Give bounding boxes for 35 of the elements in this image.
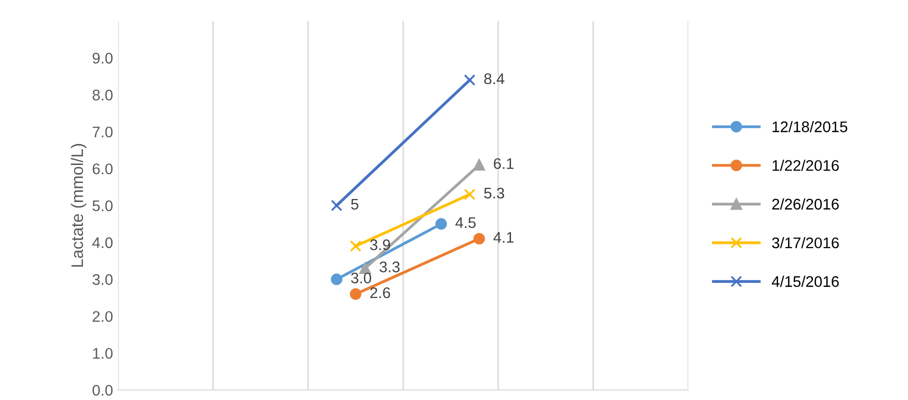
- legend-label: 12/18/2015: [772, 121, 848, 132]
- legend-label: 3/17/2016: [772, 237, 839, 248]
- point: [473, 232, 485, 244]
- data-label: 2.6: [370, 287, 390, 298]
- y-tick-label: 4.0: [92, 237, 113, 248]
- y-tick-label: 2.0: [92, 311, 113, 322]
- data-label: 3.9: [370, 239, 390, 250]
- y-tick-label: 0.0: [92, 384, 113, 396]
- legend-label: 2/26/2016: [772, 198, 839, 210]
- data-label: 3.3: [380, 262, 400, 272]
- data-label: 8.4: [484, 73, 504, 84]
- point: [330, 274, 342, 286]
- data-label: 5: [351, 198, 358, 210]
- point: [350, 240, 362, 252]
- y-tick-label: 5.0: [92, 200, 113, 212]
- legend-label: 4/15/2016: [772, 276, 839, 287]
- point: [350, 288, 362, 300]
- data-label: 5.3: [484, 188, 504, 199]
- legend-label: 1/22/2016: [772, 160, 839, 171]
- data-label: 4.1: [493, 232, 514, 243]
- y-tick-label: 8.0: [92, 90, 113, 100]
- data-label: 3.0: [351, 272, 372, 284]
- y-tick-label: 7.0: [92, 126, 113, 138]
- y-tick-label: 3.0: [92, 274, 113, 285]
- point: [464, 188, 476, 200]
- y-tick-label: 6.0: [92, 163, 113, 174]
- data-label: 4.5: [455, 217, 476, 228]
- y-axis-title: Lactate (mmol/L): [70, 144, 86, 267]
- y-tick-label: 1.0: [93, 348, 113, 359]
- point: [330, 200, 342, 212]
- point: [464, 74, 476, 86]
- point: [473, 159, 485, 171]
- point: [435, 218, 447, 230]
- y-tick-label: 9.0: [92, 52, 113, 64]
- data-label: 6.1: [494, 158, 514, 170]
